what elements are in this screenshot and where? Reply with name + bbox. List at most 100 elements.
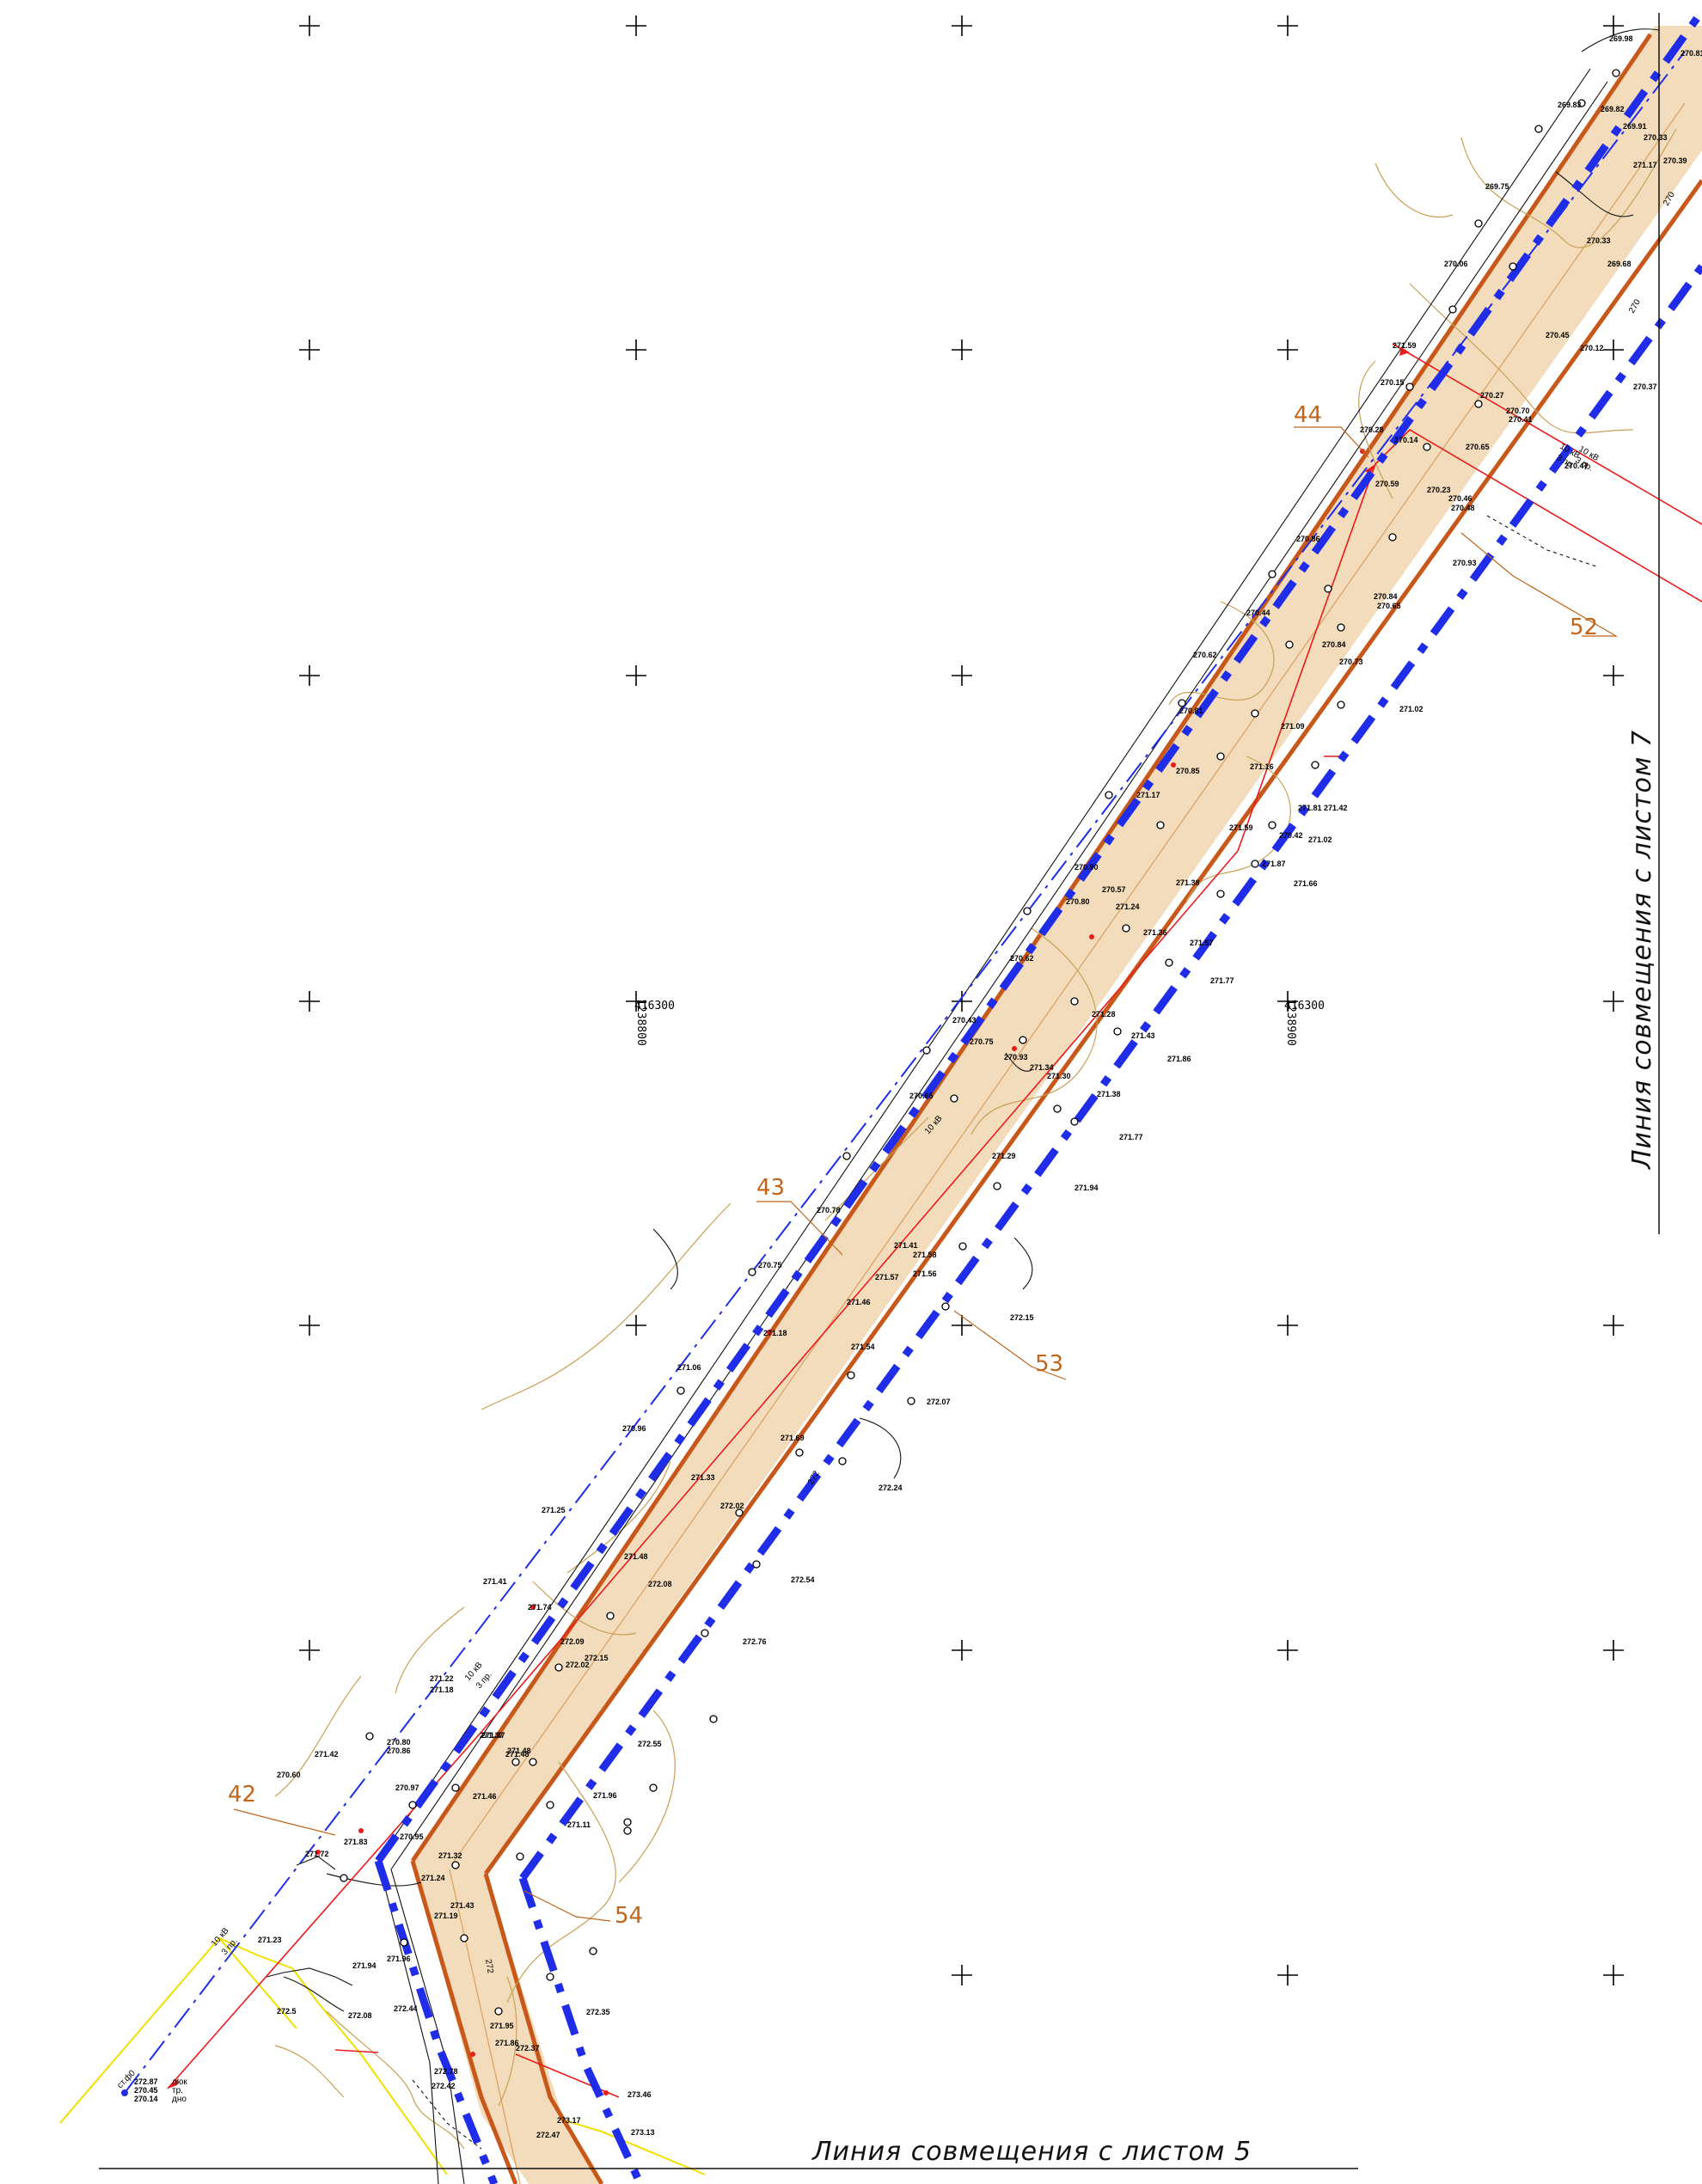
- elevation-label: 271.33: [691, 1473, 715, 1482]
- elevation-label: 270.06: [1444, 260, 1468, 268]
- elevation-label: 271.24: [421, 1874, 445, 1882]
- elevation-label: 271.87: [1262, 860, 1286, 868]
- survey-point-marker: [1019, 1036, 1027, 1044]
- survey-point-marker: [400, 1938, 408, 1947]
- elevation-label: 270.23: [1427, 486, 1451, 494]
- elevation-label: 270.44: [1246, 609, 1270, 617]
- elevation-label: 271.48: [505, 1750, 530, 1759]
- elevation-label: 270.84: [1322, 640, 1346, 649]
- elevation-label: 271.57: [875, 1273, 899, 1282]
- grid-cross: [952, 665, 972, 686]
- elevation-label: 270.59: [1375, 480, 1399, 488]
- elevation-label: 271.77: [1119, 1133, 1143, 1141]
- survey-point-marker: [748, 1268, 756, 1276]
- elevation-label: 270.90: [1074, 863, 1099, 872]
- survey-point-marker: [1268, 570, 1276, 578]
- survey-point-marker: [1388, 533, 1397, 541]
- survey-point-marker: [1251, 709, 1259, 718]
- grid-cross: [299, 1315, 320, 1336]
- elevation-label: 271.36: [1143, 928, 1167, 937]
- survey-point-marker: [494, 2007, 503, 2016]
- elevation-label: 271.22: [430, 1674, 454, 1683]
- grid-northing-left: 1238800: [634, 999, 647, 1046]
- elevation-label: 271.37: [480, 1731, 504, 1740]
- elevation-label: 272.37: [516, 2044, 540, 2052]
- elevation-label: 270.81: [1681, 49, 1702, 58]
- callout-44: 44: [1294, 402, 1322, 428]
- survey-point-marker: [1178, 699, 1186, 707]
- elevation-label: 270.45: [1546, 331, 1570, 340]
- callout-43: 43: [756, 1175, 785, 1201]
- survey-point-marker: [941, 1302, 950, 1311]
- survey-point-marker: [795, 1448, 804, 1457]
- grid-cross: [1603, 665, 1624, 686]
- elevation-label: 271.41: [483, 1577, 507, 1586]
- survey-point-marker: [1534, 125, 1543, 133]
- survey-point-marker: [1070, 1117, 1079, 1126]
- elevation-label: 272.5: [277, 2007, 297, 2016]
- elevation-label: 270.62: [1193, 651, 1217, 659]
- callout-52: 52: [1570, 615, 1598, 640]
- survey-point-marker: [1423, 443, 1431, 451]
- existing-boundary-line: [124, 51, 1686, 2094]
- elevation-label: 271.41: [894, 1241, 918, 1250]
- elevation-label: 271.48: [507, 1747, 531, 1755]
- grid-cross: [626, 1315, 646, 1336]
- elevation-label: 271.59: [1393, 341, 1417, 350]
- survey-point-marker: [701, 1629, 709, 1637]
- grid-cross: [1277, 1315, 1298, 1336]
- elevation-label: 271.02: [1308, 835, 1332, 844]
- elevation-label: 271.32: [438, 1851, 462, 1860]
- elevation-label: 271.09: [1281, 722, 1305, 731]
- elevation-label: 271.96: [593, 1791, 617, 1800]
- elevation-label: 270.93: [1004, 1053, 1028, 1061]
- survey-point-marker: [1251, 860, 1259, 868]
- elevation-label: 271.69: [781, 1434, 805, 1442]
- elevation-label: 270.96: [622, 1424, 646, 1433]
- survey-point-marker: [1474, 400, 1483, 408]
- survey-point-marker: [1324, 584, 1332, 593]
- elevation-label: 269.83: [1558, 101, 1582, 109]
- elevation-label: 271.16: [1250, 762, 1274, 771]
- elevation-label: 271.56: [913, 1269, 937, 1278]
- survey-point-marker: [993, 1182, 1001, 1190]
- elevation-label: 272.24: [879, 1484, 903, 1492]
- elevation-label: 271.83: [344, 1838, 368, 1846]
- elevation-label: 270.33: [1587, 236, 1611, 245]
- elevation-label: 270.47: [1564, 462, 1589, 470]
- survey-point-marker: [516, 1852, 524, 1861]
- grid-cross: [1603, 991, 1624, 1012]
- grid-cross: [299, 1640, 320, 1661]
- grid-cross: [299, 991, 320, 1012]
- elevation-label: 271.42: [315, 1750, 339, 1759]
- survey-point-marker: [589, 1947, 597, 1955]
- survey-point-marker: [1577, 99, 1586, 107]
- adjacent-yellow-lines: [59, 1936, 706, 2175]
- survey-point-marker: [1285, 640, 1294, 649]
- elevation-label: 272.08: [648, 1580, 672, 1588]
- elevation-label: 271.23: [258, 1936, 282, 1944]
- survey-point-marker: [511, 1758, 520, 1766]
- elevation-label: 271.28: [1092, 1010, 1116, 1019]
- elevation-label: 271.72: [305, 1850, 329, 1858]
- grid-cross: [626, 665, 646, 686]
- survey-point-marker: [451, 1783, 460, 1792]
- elevation-label: 271.48: [624, 1552, 648, 1561]
- elevation-label: 272.15: [1010, 1313, 1034, 1322]
- survey-point-marker: [529, 1758, 537, 1766]
- survey-point-marker: [365, 1732, 374, 1740]
- elevation-label: 272.44: [394, 2004, 418, 2013]
- contour-lines: [274, 128, 1677, 2150]
- elevation-label: 270.60: [277, 1771, 301, 1779]
- survey-point-marker: [677, 1386, 685, 1395]
- elevation-label: 270.14: [1394, 436, 1418, 444]
- elevation-label: 270.27: [1480, 391, 1504, 400]
- manhole-symbol: [121, 2089, 128, 2096]
- survey-point-marker: [1216, 752, 1225, 761]
- elevation-label: 271.02: [1399, 705, 1423, 713]
- grid-cross: [626, 340, 646, 360]
- survey-point-marker: [1105, 791, 1113, 799]
- grid-cross: [299, 665, 320, 686]
- elevation-label: 270.28: [1360, 425, 1384, 434]
